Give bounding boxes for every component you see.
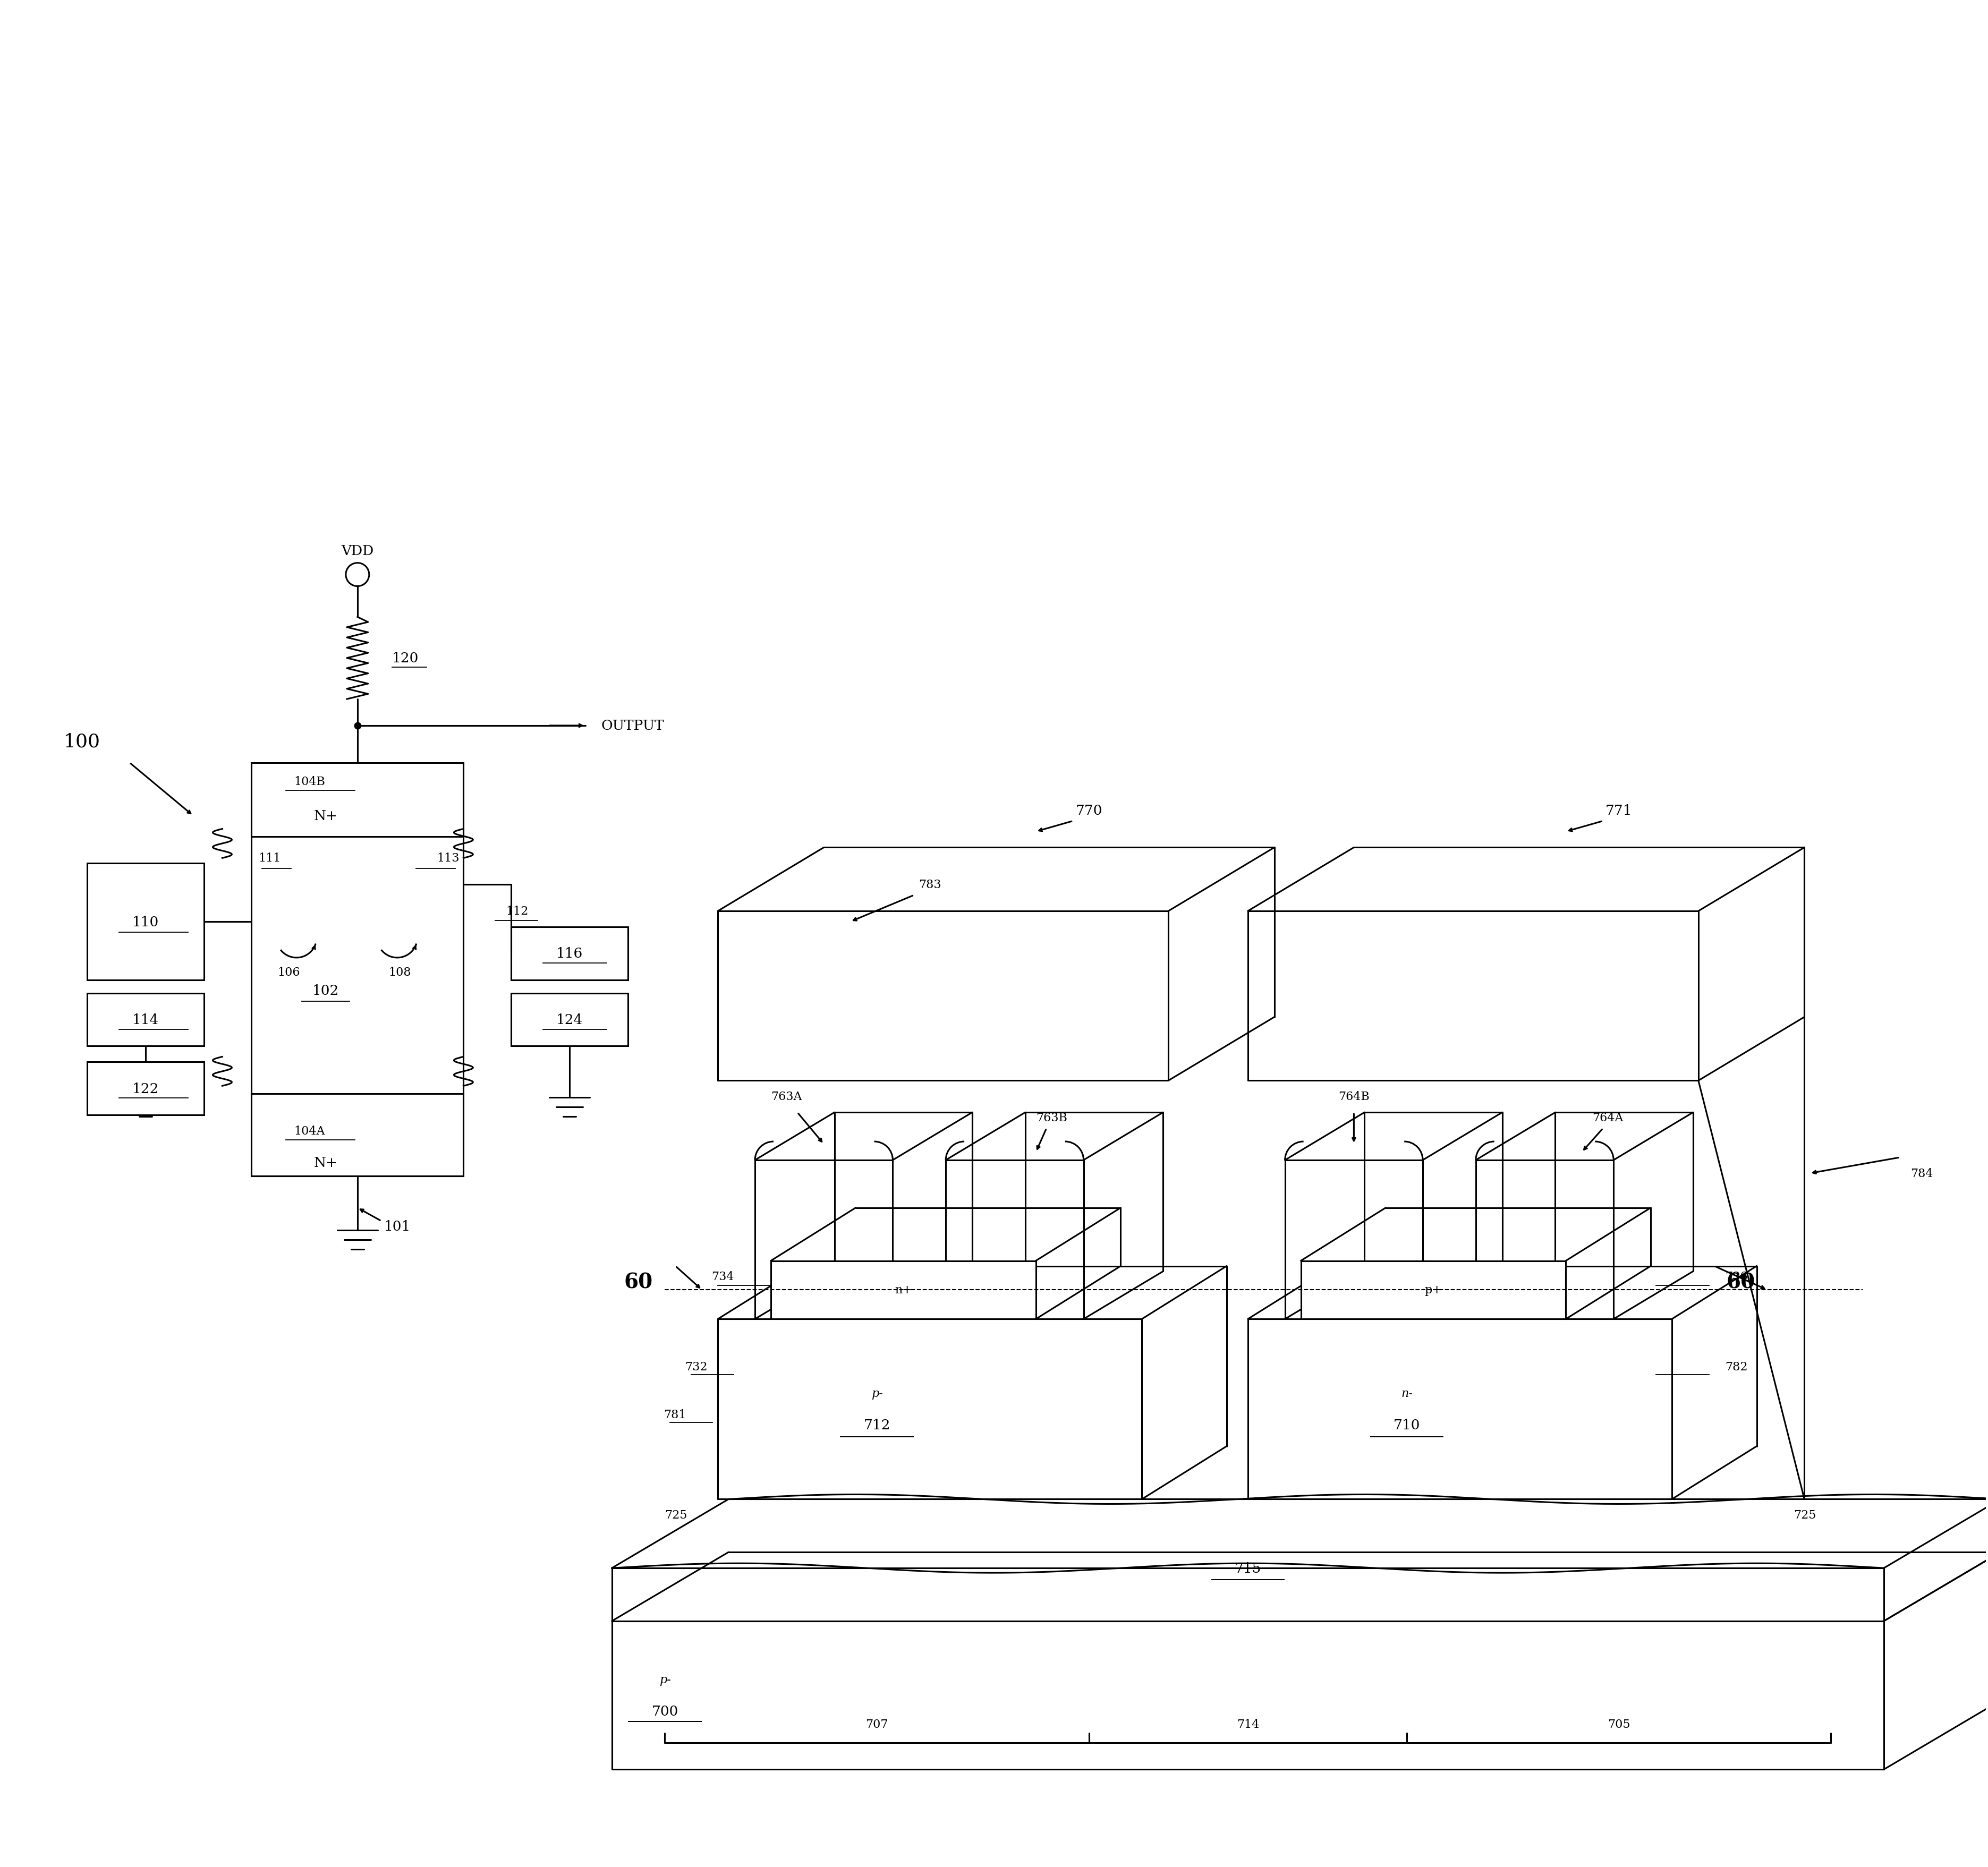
Text: p+: p+ [1425,1284,1441,1296]
Text: 60: 60 [1726,1271,1755,1292]
Bar [771,1260,1036,1320]
Text: 122: 122 [131,1083,159,1096]
Text: 710: 710 [1394,1419,1419,1432]
Text: 700: 700 [652,1705,678,1718]
Text: 770: 770 [1076,805,1101,818]
Text: 108: 108 [388,967,412,978]
Text: 705: 705 [1608,1718,1630,1731]
Text: 764B: 764B [1338,1090,1370,1103]
Text: 771: 771 [1606,805,1632,818]
Text: OUTPUT: OUTPUT [600,719,664,732]
Text: 715: 715 [1235,1561,1260,1574]
Text: 110: 110 [131,915,159,928]
Text: 111: 111 [258,853,280,864]
Text: N+: N+ [314,1156,338,1169]
Bar [250,1094,463,1176]
Bar [87,1062,203,1115]
Text: 112: 112 [505,905,529,917]
Text: 725: 725 [664,1509,688,1522]
Text: N+: N+ [314,808,338,823]
Text: 100: 100 [64,732,99,751]
Text: 116: 116 [557,947,582,960]
Text: 781: 781 [664,1410,686,1421]
Text: n+: n+ [895,1284,912,1296]
Bar [511,928,628,980]
Bar [1300,1260,1567,1320]
Text: 712: 712 [863,1419,891,1432]
Text: n-: n- [1402,1387,1413,1398]
Text: 124: 124 [557,1014,582,1027]
Bar [87,993,203,1046]
Text: 734: 734 [712,1271,734,1283]
Bar [250,764,463,1176]
Text: 714: 714 [1237,1718,1258,1731]
Text: 783: 783 [918,879,940,891]
Text: 60: 60 [624,1271,652,1292]
Text: 763A: 763A [771,1090,801,1103]
Text: 102: 102 [312,984,340,997]
Text: 725: 725 [1793,1509,1817,1522]
Text: VDD: VDD [342,545,374,558]
Text: 106: 106 [276,967,300,978]
Text: 707: 707 [865,1718,889,1731]
Text: 763B: 763B [1036,1113,1068,1124]
Text: 114: 114 [131,1014,159,1027]
Text: 104B: 104B [294,775,326,788]
Text: p-: p- [871,1387,883,1398]
Text: 120: 120 [392,652,419,665]
Text: p-: p- [660,1673,670,1686]
Text: 736: 736 [1726,1271,1747,1283]
Text: 732: 732 [684,1361,708,1372]
Text: 764A: 764A [1592,1113,1624,1124]
Text: 104A: 104A [294,1126,326,1137]
Bar [250,764,463,836]
Text: 782: 782 [1726,1361,1747,1372]
Text: 784: 784 [1910,1167,1932,1180]
Text: 113: 113 [437,853,459,864]
Bar [87,864,203,980]
Bar [511,993,628,1046]
Text: 101: 101 [384,1219,412,1232]
